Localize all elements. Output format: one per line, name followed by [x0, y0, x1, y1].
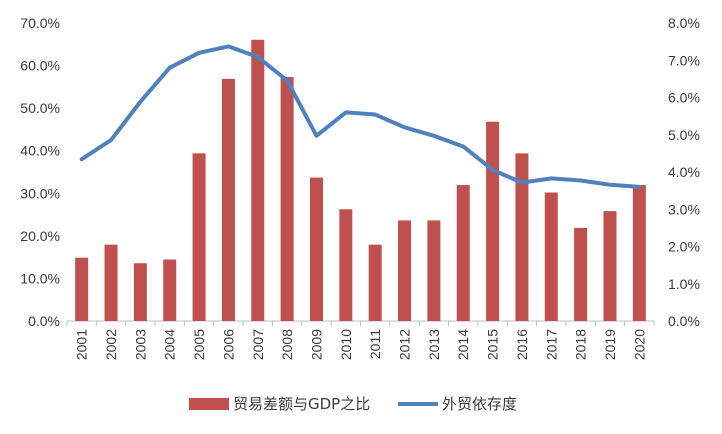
- line-point-2008: [286, 79, 288, 81]
- right-y-tick-label: 4.0%: [668, 164, 700, 180]
- right-y-tick-label: 1.0%: [668, 276, 700, 292]
- bar-2004: [163, 259, 177, 321]
- bar-2002: [104, 244, 118, 321]
- x-tick-label: 2004: [162, 329, 178, 360]
- line-point-2018: [580, 180, 582, 182]
- legend-label-bar: 贸易差额与GDP之比: [233, 395, 370, 413]
- line-point-2013: [433, 135, 435, 137]
- bar-2012: [398, 220, 412, 321]
- line-point-2009: [315, 135, 317, 137]
- line-point-2005: [198, 52, 200, 54]
- bar-2007: [251, 39, 265, 321]
- line-point-2007: [257, 56, 259, 58]
- bar-2006: [221, 78, 235, 321]
- bar-series: [75, 39, 646, 322]
- bar-2005: [192, 153, 206, 321]
- right-y-tick-label: 7.0%: [668, 52, 700, 68]
- bar-2020: [632, 185, 646, 321]
- line-point-2011: [374, 114, 376, 116]
- line-point-2016: [521, 182, 523, 184]
- x-tick-label: 2003: [132, 329, 148, 360]
- x-tick-label: 2013: [426, 329, 442, 360]
- x-tick-label: 2016: [514, 329, 530, 360]
- right-y-tick-label: 8.0%: [668, 15, 700, 31]
- x-tick-label: 2014: [455, 329, 471, 360]
- line-point-2001: [81, 158, 83, 160]
- x-tick-label: 2002: [103, 329, 119, 360]
- left-y-tick-label: 20.0%: [20, 228, 60, 244]
- x-tick-label: 2001: [74, 329, 90, 360]
- line-point-2014: [462, 145, 464, 147]
- left-y-tick-label: 50.0%: [20, 100, 60, 116]
- legend-swatch-bar: [189, 398, 229, 410]
- left-y-tick-label: 70.0%: [20, 15, 60, 31]
- x-tick-label: 2008: [279, 329, 295, 360]
- x-tick-label: 2017: [543, 329, 559, 360]
- x-tick-label: 2015: [485, 329, 501, 360]
- bar-2019: [603, 211, 617, 321]
- bar-2018: [574, 227, 588, 321]
- line-point-2004: [169, 67, 171, 69]
- x-tick-label: 2019: [602, 329, 618, 360]
- left-y-tick-label: 60.0%: [20, 58, 60, 74]
- axes: [66, 320, 655, 326]
- line-point-2012: [404, 126, 406, 128]
- line-point-2015: [492, 169, 494, 171]
- right-y-tick-label: 6.0%: [668, 90, 700, 106]
- line-point-2019: [609, 184, 611, 186]
- x-tick-label: 2010: [338, 329, 354, 360]
- x-axis-tick-labels: 2001 2002 2003 2004 2005 2006 2007 2008 2009 2010…: [74, 329, 648, 360]
- right-y-tick-label: 5.0%: [668, 127, 700, 143]
- line-point-2010: [345, 111, 347, 113]
- left-y-tick-label: 10.0%: [20, 270, 60, 286]
- x-tick-label: 2020: [631, 329, 647, 360]
- bar-2015: [486, 121, 500, 322]
- legend-label-line: 外贸依存度: [442, 395, 517, 413]
- line-point-2003: [139, 101, 141, 103]
- bar-2008: [280, 77, 294, 321]
- right-y-tick-label: 0.0%: [668, 313, 700, 329]
- line-point-2017: [550, 177, 552, 179]
- bar-2003: [133, 263, 147, 321]
- bar-2014: [456, 185, 470, 321]
- x-tick-label: 2006: [220, 329, 236, 360]
- left-y-tick-label: 30.0%: [20, 185, 60, 201]
- left-y-tick-label: 0.0%: [28, 313, 60, 329]
- bar-2013: [427, 220, 441, 321]
- line-point-2020: [638, 186, 640, 188]
- bar-2011: [368, 244, 382, 321]
- left-axis-tick-labels: 0.0% 10.0% 20.0% 30.0% 40.0% 50.0% 60.0% 70.0%: [20, 15, 60, 329]
- x-tick-label: 2009: [308, 329, 324, 360]
- x-tick-label: 2005: [191, 329, 207, 360]
- bar-2001: [75, 257, 89, 321]
- right-y-tick-label: 2.0%: [668, 239, 700, 255]
- x-tick-label: 2018: [573, 329, 589, 360]
- bar-2017: [544, 192, 558, 321]
- line-point-2006: [227, 45, 229, 47]
- left-y-tick-label: 40.0%: [20, 143, 60, 159]
- legend: 贸易差额与GDP之比 外贸依存度: [189, 395, 517, 413]
- trade-dependency-line: [79, 44, 642, 189]
- line-point-2002: [110, 139, 112, 141]
- right-axis-tick-labels: 0.0% 1.0% 2.0% 3.0% 4.0% 5.0% 6.0% 7.0% 8.0%: [668, 15, 700, 329]
- bar-2009: [309, 177, 323, 321]
- x-tick-label: 2011: [367, 329, 383, 359]
- bar-2016: [515, 153, 529, 321]
- x-tick-label: 2012: [397, 329, 413, 360]
- right-y-tick-label: 3.0%: [668, 201, 700, 217]
- bar-2010: [339, 209, 353, 321]
- x-tick-label: 2007: [250, 329, 266, 360]
- line-series: [79, 44, 642, 189]
